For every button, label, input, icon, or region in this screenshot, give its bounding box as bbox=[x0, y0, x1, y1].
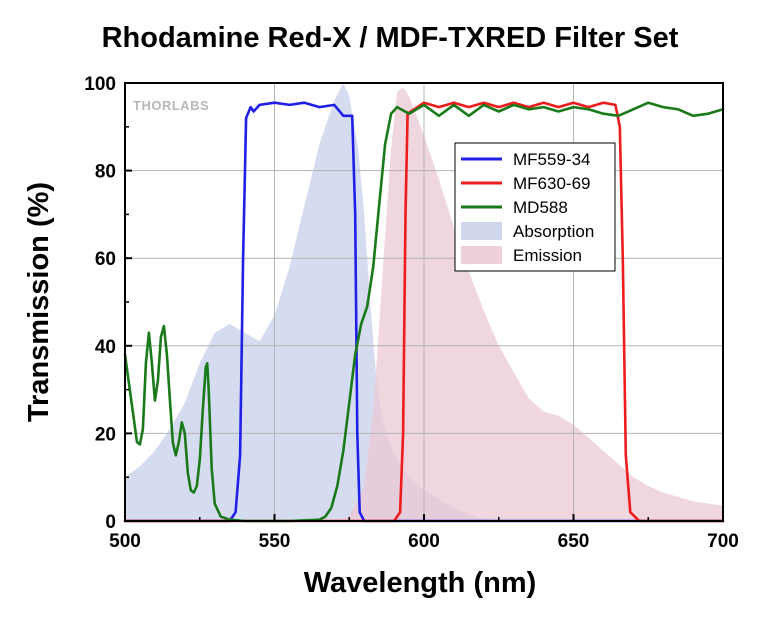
legend-label-md588: MD588 bbox=[513, 198, 568, 217]
legend-swatch-emission bbox=[461, 246, 502, 264]
x-tick-label: 600 bbox=[408, 531, 440, 552]
y-axis-title: Transmission (%) bbox=[23, 182, 55, 422]
x-tick-label: 500 bbox=[109, 531, 141, 552]
x-tick-label: 550 bbox=[259, 531, 291, 552]
legend: MF559-34 MF630-69 MD588 Absorption Emission bbox=[454, 142, 616, 272]
legend-label-mf559-34: MF559-34 bbox=[513, 150, 590, 169]
y-tick-label: 100 bbox=[84, 74, 116, 95]
thorlabs-watermark: THORLABS bbox=[133, 98, 209, 113]
line-mf630-69 bbox=[123, 101, 725, 523]
y-tick-label: 0 bbox=[105, 512, 116, 533]
y-tick-label: 60 bbox=[95, 249, 116, 270]
legend-label-emission: Emission bbox=[513, 246, 582, 265]
line-series-layer bbox=[123, 101, 725, 523]
legend-label-absorption: Absorption bbox=[513, 222, 594, 241]
axes-layer: 500 550 600 650 700 0 20 40 60 80 100 bbox=[84, 74, 739, 552]
x-tick-label: 700 bbox=[707, 531, 739, 552]
y-tick-label: 80 bbox=[95, 162, 116, 183]
line-mf559-34 bbox=[123, 101, 725, 523]
x-tick-label: 650 bbox=[558, 531, 590, 552]
x-axis-title: Wavelength (nm) bbox=[304, 567, 537, 599]
legend-swatch-absorption bbox=[461, 222, 502, 240]
legend-label-mf630-69: MF630-69 bbox=[513, 174, 590, 193]
y-tick-label: 20 bbox=[95, 424, 116, 445]
y-tick-label: 40 bbox=[95, 337, 116, 358]
chart-title: Rhodamine Red-X / MDF-TXRED Filter Set bbox=[101, 22, 679, 54]
line-md588 bbox=[123, 101, 725, 523]
